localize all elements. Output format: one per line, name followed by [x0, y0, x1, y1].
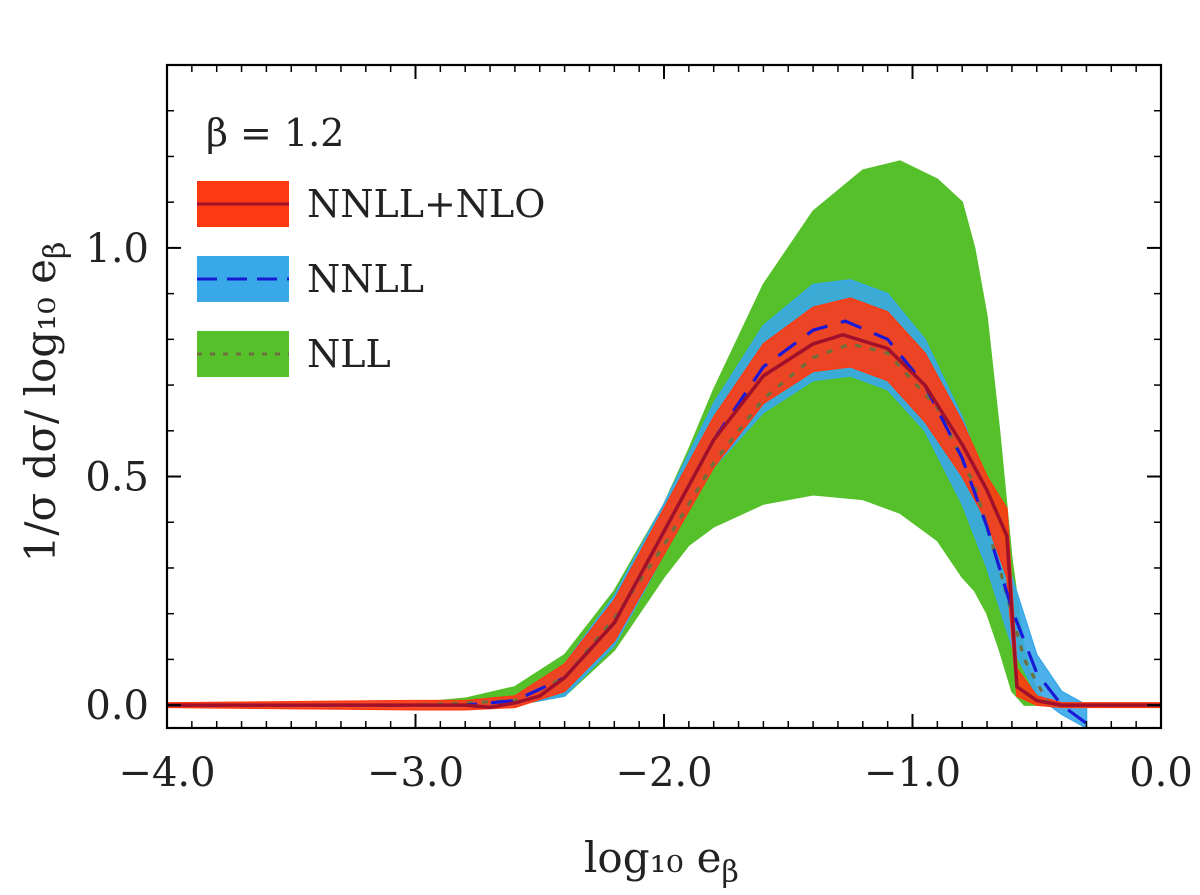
legend-item-nll: NLL [197, 331, 391, 377]
beta-annotation: β = 1.2 [206, 111, 344, 155]
x-tick-label: −3.0 [367, 750, 464, 796]
plot-area [167, 160, 1161, 728]
y-axis-label: 1/σ dσ/ log₁₀ eβ [16, 242, 73, 563]
axis-ticks: −4.0 −3.0 −2.0 −1.0 0.0 0.0 0.5 1.0 [85, 65, 1193, 796]
legend-item-nnll-nlo: NNLL+NLO [197, 181, 545, 227]
y-tick-label: 1.0 [85, 226, 149, 272]
line-nnll-nlo [167, 333, 1161, 710]
x-axis-title: log₁₀ eβ [584, 833, 739, 890]
legend-label-nnll: NNLL [307, 257, 424, 301]
legend: NNLL+NLO NNLL NLL [197, 181, 545, 377]
x-tick-label: −1.0 [864, 750, 961, 796]
x-tick-label: −2.0 [615, 750, 712, 796]
y-tick-label: 0.0 [85, 683, 149, 729]
band-nnll-nlo [167, 297, 1161, 711]
x-axis-label-subscript: β [721, 855, 738, 890]
x-axis-label: log₁₀ eβ [584, 833, 739, 890]
y-tick-label: 0.5 [85, 455, 149, 501]
legend-label-nll: NLL [307, 332, 391, 376]
line-nnll [167, 319, 1088, 725]
y-axis-title: 1/σ dσ/ log₁₀ eβ [16, 242, 73, 563]
legend-label-nnll-nlo: NNLL+NLO [307, 182, 545, 226]
x-tick-label: 0.0 [1129, 750, 1193, 796]
x-tick-label: −4.0 [118, 750, 215, 796]
legend-item-nnll: NNLL [197, 256, 424, 302]
line-nll [167, 342, 1161, 707]
y-axis-label-subscript: β [38, 242, 73, 259]
